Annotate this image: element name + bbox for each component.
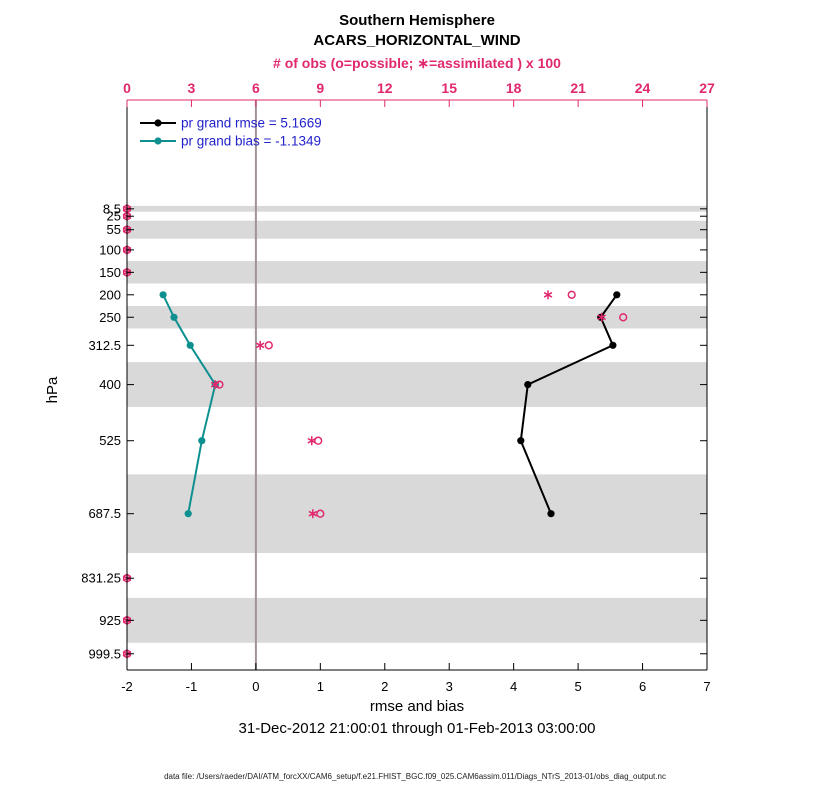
left-tick-label: 525 (99, 433, 121, 448)
obs-possible-marker (264, 341, 273, 350)
top-tick-label: 15 (441, 80, 457, 96)
left-tick-label: 312.5 (88, 338, 121, 353)
legend-marker-sample (154, 137, 162, 145)
obs-possible-marker (314, 436, 323, 445)
bias-point (170, 313, 178, 321)
shaded-bands-layer (127, 205, 707, 643)
left-tick-label: 250 (99, 310, 121, 325)
shaded-band (127, 261, 707, 284)
left-tick-label: 400 (99, 377, 121, 392)
shaded-band (127, 474, 707, 553)
obs-assimilated-marker (308, 509, 318, 519)
bias-point (198, 437, 206, 445)
bottom-tick-label: -2 (121, 679, 133, 694)
left-tick-label: 925 (99, 613, 121, 628)
rmse-point (547, 510, 555, 518)
left-tick-label: 831.25 (81, 571, 121, 586)
shaded-band (127, 205, 707, 212)
legend-entry-label: pr grand rmse = 5.1669 (181, 116, 322, 131)
obs-possible-marker (567, 290, 576, 299)
top-tick-label: 12 (377, 80, 393, 96)
legend: pr grand rmse = 5.1669 pr grand bias = -1… (140, 116, 322, 149)
rmse-point (524, 381, 532, 389)
figure-title: Southern Hemisphere (339, 12, 495, 29)
top-tick-label: 24 (635, 80, 651, 96)
bias-point (159, 291, 167, 299)
obs-assimilated-marker (543, 290, 553, 300)
bottom-tick-label: 2 (381, 679, 388, 694)
rmse-point (613, 291, 621, 299)
bottom-tick-label: 4 (510, 679, 517, 694)
axes-layer: -2 -1 0 1 2 3 4 5 6 78.52555100150200250312.54005… (81, 80, 715, 694)
obs-possible-marker (316, 509, 325, 518)
top-tick-label: 9 (316, 80, 324, 96)
bottom-tick-label: 7 (703, 679, 710, 694)
left-tick-label: 200 (99, 287, 121, 302)
obs-assimilated-marker (210, 380, 220, 390)
bottom-axis-label: rmse and bias (370, 698, 464, 715)
date-range-label: 31-Dec-2012 21:00:01 through 01-Feb-2013… (239, 720, 596, 737)
bias-point (184, 510, 192, 518)
rmse-line (519, 294, 618, 515)
top-tick-label: 18 (506, 80, 522, 96)
rmse-point (609, 341, 617, 349)
bottom-tick-label: 6 (639, 679, 646, 694)
bias-line (162, 294, 217, 514)
bottom-tick-label: 1 (317, 679, 324, 694)
left-tick-label: 150 (99, 265, 121, 280)
top-tick-label: 27 (699, 80, 715, 96)
top-tick-label: 21 (570, 80, 586, 96)
top-tick-label: 6 (252, 80, 260, 96)
left-tick-label: 55 (107, 222, 121, 237)
bottom-tick-label: 5 (574, 679, 581, 694)
bottom-tick-label: 0 (252, 679, 259, 694)
left-axis-label: hPa (44, 376, 61, 403)
legend-entry-label: pr grand bias = -1.1349 (181, 134, 321, 149)
obs-assimilated-marker (307, 436, 317, 446)
legend-marker-sample (154, 119, 162, 127)
top-tick-label: 3 (188, 80, 196, 96)
rmse-point (517, 437, 525, 445)
obs-possible-marker (619, 313, 628, 322)
top-tick-label: 0 (123, 80, 131, 96)
shaded-band (127, 220, 707, 239)
left-tick-label: 687.5 (88, 506, 121, 521)
bias-point (186, 341, 194, 349)
data-file-footer: data file: /Users/raeder/DAI/ATM_forcXX/… (164, 772, 666, 781)
figure-subtitle: ACARS_HORIZONTAL_WIND (313, 32, 520, 49)
shaded-band (127, 597, 707, 643)
shaded-band (127, 306, 707, 329)
bottom-tick-label: 3 (446, 679, 453, 694)
top-axis-label: # of obs (o=possible; ∗=assimilated ) x … (273, 55, 561, 71)
left-tick-label: 999.5 (88, 646, 121, 661)
obs-assimilated-marker (597, 312, 607, 322)
shaded-band (127, 362, 707, 407)
obs-assimilated-marker (255, 340, 265, 350)
bottom-tick-label: -1 (186, 679, 198, 694)
left-tick-label: 100 (99, 242, 121, 257)
left-tick-label: 25 (107, 209, 121, 224)
left-tick-label: 8.5 (103, 201, 121, 216)
